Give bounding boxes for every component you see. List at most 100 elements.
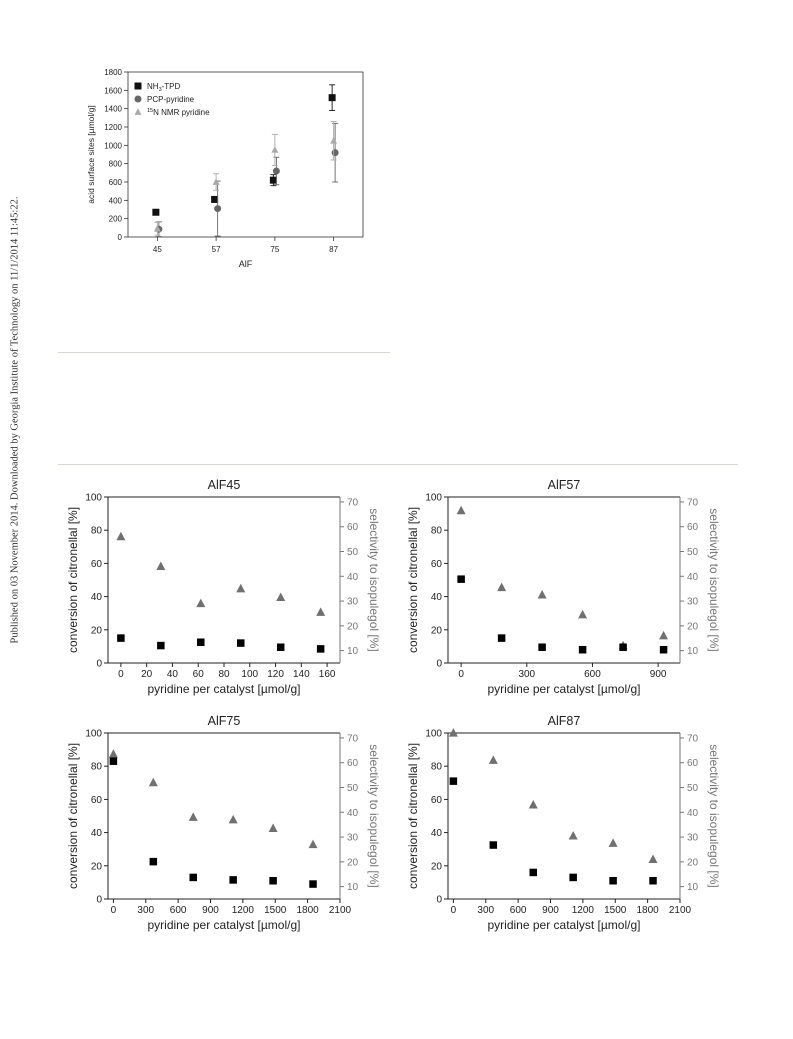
legend-label: NH3-TPD	[147, 82, 181, 93]
selectivity-point	[648, 854, 658, 864]
data-point	[272, 167, 280, 175]
selectivity-point	[608, 838, 618, 847]
conversion-point	[538, 643, 546, 651]
divider-lower	[58, 464, 738, 465]
y2-tick-label: 70	[687, 497, 699, 508]
selectivity-point	[148, 777, 158, 787]
data-point	[330, 136, 338, 144]
selectivity-point	[268, 823, 278, 833]
y-tick-label: 1800	[104, 68, 122, 77]
conversion-point	[569, 873, 577, 882]
legend-marker	[134, 82, 142, 90]
x-tick-label: 87	[329, 245, 338, 254]
x-tick-label: 100	[241, 669, 258, 680]
legend-label-main: N NMR pyridine	[153, 108, 210, 117]
conversion-point	[276, 643, 285, 651]
chart-title: AlF87	[548, 714, 581, 728]
y2-tick-label: 10	[687, 646, 699, 657]
selectivity-point	[537, 590, 547, 599]
selectivity-point	[528, 799, 538, 809]
legend-label-main: PCP-pyridine	[147, 95, 195, 104]
x-tick-label: 60	[193, 669, 205, 680]
x-tick-label: 1500	[604, 905, 627, 916]
x-tick-label: 2100	[669, 905, 692, 916]
conversion-point	[649, 876, 657, 885]
x-axis-label: pyridine per catalyst [µmol/g]	[488, 682, 641, 696]
y-tick-label: 1400	[104, 105, 122, 114]
y2-axis-label: selectivity to isopulegol [%]	[367, 508, 381, 651]
y-tick-label: 40	[431, 828, 443, 839]
x-tick-label: 1200	[572, 905, 595, 916]
selectivity-point	[456, 505, 466, 515]
x-tick-label: 40	[167, 669, 179, 680]
y-tick-label: 60	[91, 795, 103, 806]
y2-tick-label: 50	[687, 783, 699, 794]
legend-marker	[134, 108, 142, 115]
x-tick-label: 1800	[297, 905, 320, 916]
y2-axis-label: selectivity to isopulegol [%]	[707, 744, 721, 887]
y-tick-label: 100	[425, 729, 442, 740]
conversion-point	[578, 645, 587, 654]
alf87-figure: AlF87 0 20 40 60 80 100 10 20 30 40 50 60 70 0 300 600 90…	[406, 714, 721, 932]
x-tick-label: 1500	[264, 905, 287, 916]
x-tick-label: 57	[212, 245, 221, 254]
y2-tick-label: 10	[687, 882, 699, 893]
selectivity-point	[308, 839, 318, 849]
conversion-point	[316, 645, 325, 653]
y-tick-label: 60	[431, 559, 443, 570]
conversion-point	[117, 634, 125, 642]
legend-label-main: NH	[147, 82, 159, 91]
conversion-point	[457, 575, 465, 583]
y-tick-label: 1200	[104, 123, 122, 132]
alf45-figure: AlF45 0 20 40 60 80 100 10 20 30 40 50 60 70 0 20 40 60 80…	[66, 478, 381, 696]
legend-label: 15N NMR pyridine	[147, 108, 210, 117]
conversion-point	[489, 841, 498, 849]
y2-tick-label: 50	[347, 783, 359, 794]
y2-tick-label: 30	[687, 833, 699, 844]
conversion-point	[197, 638, 205, 646]
selectivity-point	[108, 749, 118, 758]
data-point	[211, 195, 219, 203]
y-tick-label: 20	[91, 625, 103, 636]
selectivity-point	[196, 598, 206, 608]
y2-tick-label: 60	[687, 758, 699, 769]
selectivity-point	[156, 561, 166, 571]
selectivity-point	[188, 812, 198, 821]
y2-tick-label: 20	[687, 857, 699, 868]
y2-tick-label: 60	[347, 522, 359, 533]
selectivity-point	[236, 583, 246, 593]
data-point	[271, 146, 279, 153]
y2-tick-label: 40	[687, 572, 699, 583]
x-tick-label: 140	[293, 669, 310, 680]
legend-label-rest: -TPD	[162, 82, 181, 91]
acid-sites-figure: 0 200 400 600 800 1000 1200 1400 1600 1800 45 57 75 8…	[86, 68, 364, 269]
alf75-figure: AlF75 0 20 40 60 80 100 10 20 30 40 50 60 70 0 300 600 90…	[66, 714, 381, 932]
conversion-point	[309, 880, 317, 888]
y2-tick-label: 20	[347, 621, 359, 632]
conversion-point	[269, 876, 277, 885]
plot-frame	[127, 71, 364, 238]
conversion-point	[619, 643, 627, 651]
conversion-point	[149, 857, 158, 866]
y2-tick-label: 30	[687, 597, 699, 608]
x-axis-label: AlF	[239, 259, 253, 269]
selectivity-point	[276, 592, 286, 601]
download-note-text: Published on 03 November 2014. Downloade…	[9, 196, 21, 644]
y-axis-label: conversion of citronellal [%]	[66, 507, 80, 653]
x-axis-label: pyridine per catalyst [µmol/g]	[148, 682, 301, 696]
data-point	[214, 205, 222, 213]
x-tick-label: 45	[153, 245, 162, 254]
y-tick-label: 60	[91, 559, 103, 570]
y2-tick-label: 30	[347, 597, 359, 608]
x-tick-label: 900	[650, 669, 667, 680]
x-tick-label: 0	[458, 669, 464, 680]
x-tick-label: 160	[319, 669, 336, 680]
conversion-point	[449, 777, 458, 785]
data-point	[153, 224, 161, 232]
y-tick-label: 600	[109, 178, 123, 187]
data-point	[212, 178, 220, 185]
y2-tick-label: 50	[687, 547, 699, 558]
x-tick-label: 900	[542, 905, 559, 916]
data-point	[331, 149, 339, 157]
legend-label: PCP-pyridine	[147, 95, 195, 104]
